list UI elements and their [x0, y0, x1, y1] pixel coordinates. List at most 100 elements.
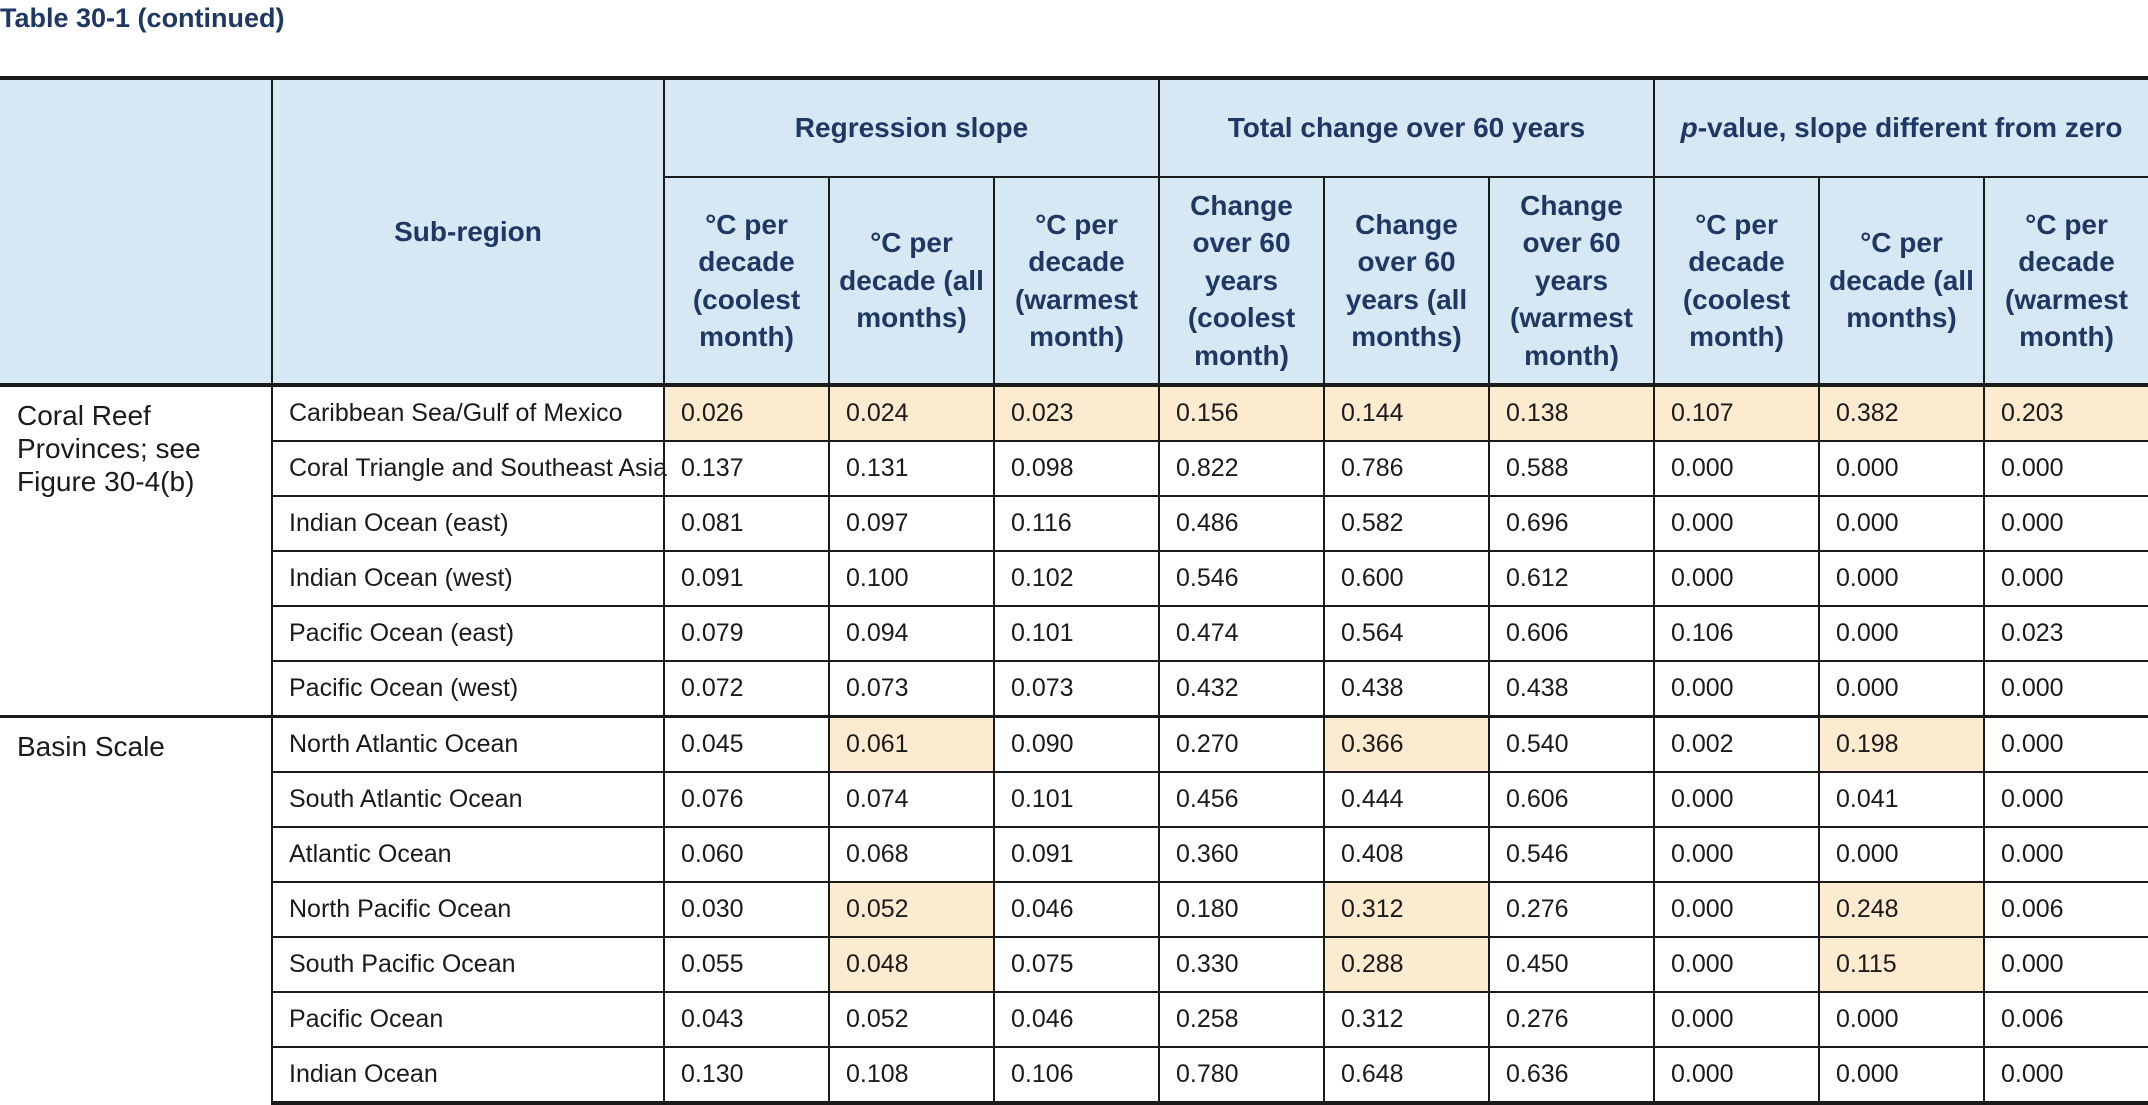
value-cell: 0.100	[828, 550, 994, 606]
value-cell: 0.000	[1653, 881, 1819, 937]
value-cell: 0.094	[828, 605, 994, 661]
value-cell: 0.588	[1488, 440, 1654, 496]
subregion-cell: Coral Triangle and Southeast Asia	[271, 440, 667, 496]
value-cell: 0.106	[993, 1046, 1159, 1105]
value-cell: 0.072	[663, 660, 829, 717]
value-cell: 0.060	[663, 826, 829, 882]
value-cell: 0.000	[1653, 991, 1819, 1047]
value-cell: 0.330	[1158, 936, 1324, 992]
value-cell: 0.636	[1488, 1046, 1654, 1105]
value-cell: 0.130	[663, 1046, 829, 1105]
value-cell: 0.041	[1818, 771, 1984, 827]
value-cell: 0.061	[828, 715, 994, 772]
header-regression-slope: Regression slope	[663, 76, 1159, 177]
value-cell: 0.408	[1323, 826, 1489, 882]
value-cell: 0.606	[1488, 771, 1654, 827]
value-cell: 0.000	[1982, 936, 2148, 992]
table-row: North Pacific Ocean 0.030 0.052 0.046 0.180 0…	[0, 881, 2148, 937]
header-group-blank	[0, 76, 272, 387]
value-cell: 0.046	[993, 991, 1159, 1047]
value-cell: 0.000	[1653, 660, 1819, 717]
subregion-cell: Pacific Ocean	[271, 991, 664, 1047]
col-header: Change over 60 years (warmest month)	[1488, 176, 1654, 387]
value-cell: 0.780	[1158, 1046, 1324, 1105]
value-cell: 0.052	[828, 991, 994, 1047]
value-cell: 0.000	[1818, 1046, 1984, 1105]
value-cell: 0.068	[828, 826, 994, 882]
value-cell: 0.000	[1982, 660, 2148, 717]
value-cell: 0.360	[1158, 826, 1324, 882]
value-cell: 0.048	[828, 936, 994, 992]
group-label: Basin Scale	[0, 715, 272, 1103]
value-cell: 0.026	[663, 383, 829, 441]
value-cell: 0.000	[1653, 440, 1819, 496]
table-row: Pacific Ocean 0.043 0.052 0.046 0.258 0.312 0.…	[0, 991, 2148, 1047]
col-header: °C per decade (warmest month)	[993, 176, 1159, 387]
value-cell: 0.102	[993, 550, 1159, 606]
value-cell: 0.648	[1323, 1046, 1489, 1105]
value-cell: 0.000	[1818, 660, 1984, 717]
value-cell: 0.043	[663, 991, 829, 1047]
value-cell: 0.270	[1158, 715, 1324, 772]
value-cell: 0.137	[663, 440, 829, 496]
value-cell: 0.438	[1323, 660, 1489, 717]
value-cell: 0.288	[1323, 936, 1489, 992]
header-subregion: Sub-region	[271, 76, 664, 387]
value-cell: 0.000	[1653, 826, 1819, 882]
subregion-cell: Pacific Ocean (east)	[271, 605, 664, 661]
header-total-change: Total change over 60 years	[1158, 76, 1654, 177]
table-row: Basin Scale North Atlantic Ocean 0.045 0.06…	[0, 715, 2148, 1103]
subregion-cell: Indian Ocean	[271, 1046, 664, 1105]
table-body: Coral Reef Provinces; see Figure 30-4(b)…	[0, 383, 2148, 1105]
value-cell: 0.000	[1982, 771, 2148, 827]
value-cell: 0.023	[1982, 605, 2148, 661]
value-cell: 0.108	[828, 1046, 994, 1105]
value-cell: 0.000	[1982, 1046, 2148, 1105]
value-cell: 0.546	[1488, 826, 1654, 882]
value-cell: 0.000	[1818, 550, 1984, 606]
value-cell: 0.180	[1158, 881, 1324, 937]
value-cell: 0.450	[1488, 936, 1654, 992]
col-header: °C per decade (coolest month)	[1653, 176, 1819, 387]
value-cell: 0.000	[1653, 495, 1819, 551]
table-row: Pacific Ocean (west) 0.072 0.073 0.073 0.432…	[0, 660, 2148, 717]
subregion-cell: Caribbean Sea/Gulf of Mexico	[271, 383, 664, 441]
value-cell: 0.312	[1323, 881, 1489, 937]
value-cell: 0.116	[993, 495, 1159, 551]
value-cell: 0.074	[828, 771, 994, 827]
value-cell: 0.115	[1818, 936, 1984, 992]
value-cell: 0.046	[993, 881, 1159, 937]
col-header: °C per decade (all months)	[1818, 176, 1984, 387]
subregion-cell: South Pacific Ocean	[271, 936, 664, 992]
value-cell: 0.198	[1818, 715, 1984, 772]
value-cell: 0.438	[1488, 660, 1654, 717]
group-label: Coral Reef Provinces; see Figure 30-4(b)	[0, 383, 272, 717]
header-p-value: p-value, slope different from zero	[1652, 76, 2148, 177]
col-header: Change over 60 years (coolest month)	[1158, 176, 1324, 387]
value-cell: 0.002	[1653, 715, 1819, 772]
value-cell: 0.023	[993, 383, 1159, 441]
value-cell: 0.276	[1488, 881, 1654, 937]
value-cell: 0.546	[1158, 550, 1324, 606]
table-row: Pacific Ocean (east) 0.079 0.094 0.101 0.474…	[0, 605, 2148, 661]
value-cell: 0.000	[1818, 495, 1984, 551]
value-cell: 0.000	[1653, 550, 1819, 606]
value-cell: 0.055	[663, 936, 829, 992]
value-cell: 0.156	[1158, 383, 1324, 441]
value-cell: 0.612	[1488, 550, 1654, 606]
subregion-cell: Indian Ocean (east)	[271, 495, 664, 551]
value-cell: 0.006	[1982, 991, 2148, 1047]
value-cell: 0.045	[663, 715, 829, 772]
value-cell: 0.456	[1158, 771, 1324, 827]
value-cell: 0.203	[1982, 383, 2148, 441]
value-cell: 0.276	[1488, 991, 1654, 1047]
value-cell: 0.000	[1653, 1046, 1819, 1105]
value-cell: 0.090	[993, 715, 1159, 772]
value-cell: 0.098	[993, 440, 1159, 496]
value-cell: 0.474	[1158, 605, 1324, 661]
value-cell: 0.006	[1982, 881, 2148, 937]
subregion-cell: Pacific Ocean (west)	[271, 660, 664, 717]
table-row: Atlantic Ocean 0.060 0.068 0.091 0.360 0.408 0…	[0, 826, 2148, 882]
value-cell: 0.024	[828, 383, 994, 441]
value-cell: 0.432	[1158, 660, 1324, 717]
